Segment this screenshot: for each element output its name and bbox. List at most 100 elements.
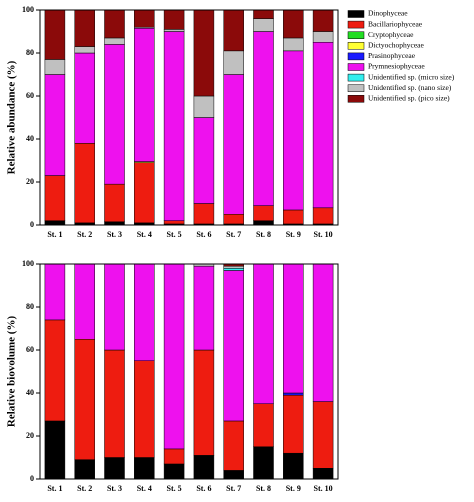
bar-segment: [283, 50, 304, 211]
y-tick-label: 20: [26, 177, 34, 186]
bar-segment: [74, 459, 95, 480]
bar-segment: [253, 446, 274, 480]
bar-segment: [193, 95, 215, 118]
y-tick-label: 80: [26, 48, 34, 57]
y-tick-label: 60: [26, 345, 34, 354]
y-axis-label: Relative biovolume (%): [6, 316, 18, 428]
bar-segment: [283, 37, 304, 52]
bar-segment: [223, 74, 244, 215]
legend-label: Unidentified sp. (micro size): [368, 72, 455, 81]
bar-segment: [134, 28, 155, 162]
legend-label: Dinophyceae: [368, 9, 408, 18]
bar-segment: [104, 183, 125, 223]
bar-segment: [104, 263, 125, 351]
x-tick-label: St. 2: [77, 230, 92, 239]
bar-segment: [44, 220, 66, 226]
legend-swatch: [347, 10, 365, 18]
bar-segment: [74, 339, 95, 460]
x-tick-label: St. 1: [47, 230, 62, 239]
legend-swatch: [347, 73, 365, 82]
x-tick-label: St. 4: [137, 484, 152, 493]
x-tick-label: St. 7: [226, 230, 241, 239]
bar-segment: [134, 360, 155, 458]
bar-segment: [223, 50, 244, 75]
y-tick-label: 0: [30, 220, 34, 229]
bar-segment: [74, 46, 95, 54]
legend-swatch: [347, 31, 365, 39]
bar-segment: [134, 9, 155, 28]
bar-segment: [44, 175, 66, 221]
x-tick-label: St. 4: [137, 230, 152, 239]
legend-swatch: [347, 95, 365, 103]
bar-segment: [223, 265, 244, 269]
bar-segment: [163, 31, 185, 221]
x-tick-label: St. 2: [77, 484, 92, 493]
y-tick-label: 40: [26, 388, 34, 397]
bar-segment: [223, 270, 244, 422]
legend-swatch: [347, 20, 365, 29]
bar-segment: [193, 9, 215, 97]
bar-segment: [283, 263, 304, 394]
bar-segment: [104, 9, 125, 39]
bar-segment: [163, 263, 185, 450]
bar-segment: [253, 220, 274, 226]
legend-swatch: [347, 52, 365, 61]
bar-segment: [163, 9, 185, 30]
bar-segment: [283, 9, 304, 39]
bar-segment: [44, 263, 66, 321]
bar-segment: [134, 457, 155, 480]
bar-segment: [283, 392, 304, 396]
legend-label: Unidentified sp. (pico size): [368, 94, 450, 103]
x-tick-label: St. 6: [196, 484, 211, 493]
bar-segment: [193, 203, 215, 225]
x-tick-label: St. 8: [256, 230, 271, 239]
bar-segment: [253, 205, 274, 221]
bar-segment: [104, 44, 125, 185]
bar-segment: [134, 263, 155, 361]
bar-segment: [312, 207, 334, 225]
bar-segment: [44, 9, 66, 60]
bar-segment: [223, 9, 244, 52]
bar-segment: [44, 74, 66, 176]
legend-label: Prasinophyceae: [368, 51, 416, 60]
bar-segment: [44, 319, 66, 422]
bar-segment: [312, 31, 334, 43]
bar-segment: [223, 420, 244, 471]
legend-swatch: [347, 63, 365, 71]
bar-segment: [253, 403, 274, 447]
x-tick-label: St. 9: [286, 484, 301, 493]
x-tick-label: St. 8: [256, 484, 271, 493]
bar-segment: [312, 401, 334, 469]
x-tick-label: St. 10: [314, 484, 333, 493]
y-tick-label: 0: [30, 474, 34, 483]
y-tick-label: 100: [22, 5, 34, 14]
legend-label: Dictyochophyceae: [368, 41, 424, 50]
bar-segment: [104, 37, 125, 45]
plot-frame: [39, 9, 339, 226]
bar-segment: [74, 263, 95, 340]
bar-segment: [163, 448, 185, 465]
bar-segment: [163, 29, 185, 32]
bar-segment: [283, 394, 304, 454]
bar-segment: [193, 117, 215, 204]
bar-segment: [163, 220, 185, 225]
bar-segment: [193, 455, 215, 480]
x-tick-label: St. 10: [314, 230, 333, 239]
bar-segment: [223, 214, 244, 225]
bar-segment: [253, 263, 274, 404]
bar-segment: [312, 263, 334, 402]
legend-label: Cryptophyceae: [368, 30, 414, 39]
legend-swatch: [347, 84, 365, 92]
y-tick-label: 20: [26, 431, 34, 440]
legend-swatch: [347, 42, 365, 50]
x-tick-label: St. 7: [226, 484, 241, 493]
bar-segment: [104, 349, 125, 458]
x-tick-label: St. 1: [47, 484, 62, 493]
bar-segment: [44, 420, 66, 480]
y-axis-label: Relative abundance (%): [6, 60, 18, 174]
bar-segment: [74, 52, 95, 144]
bar-segment: [223, 470, 244, 480]
bar-segment: [312, 9, 334, 32]
bar-segment: [253, 18, 274, 32]
x-tick-label: St. 3: [107, 484, 122, 493]
